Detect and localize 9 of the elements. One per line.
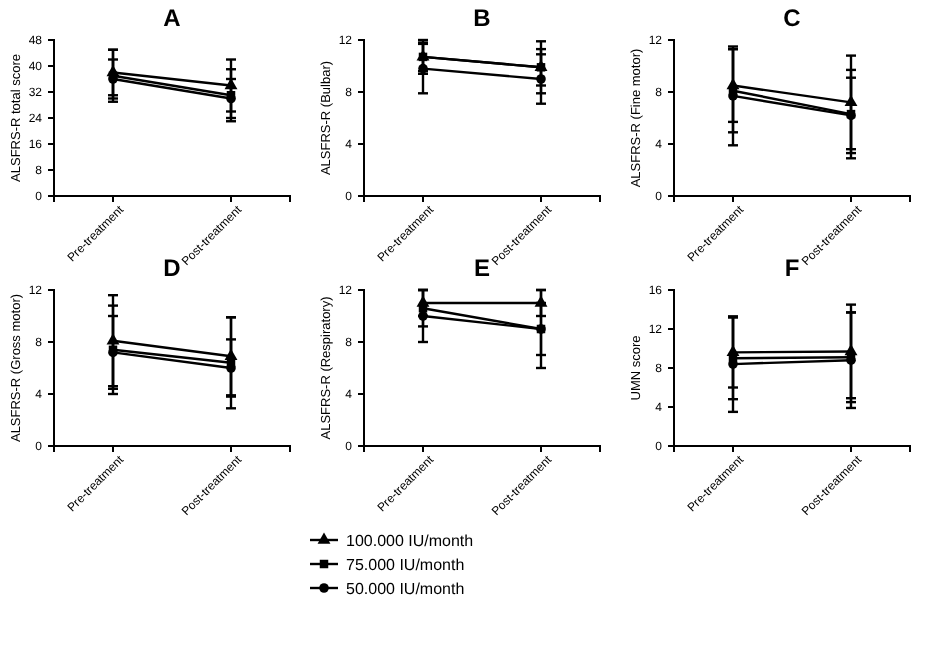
chart-title: B: [473, 4, 492, 32]
chart-title: D: [163, 254, 182, 282]
chart-title: E: [473, 254, 491, 282]
chart-title: C: [783, 4, 802, 32]
chart-title: F: [784, 254, 800, 282]
legend-label: 75.000 IU/month: [346, 556, 465, 574]
chart-title: A: [163, 4, 182, 32]
legend-label: 50.000 IU/month: [346, 580, 465, 598]
legend-label: 100.000 IU/month: [346, 532, 474, 550]
